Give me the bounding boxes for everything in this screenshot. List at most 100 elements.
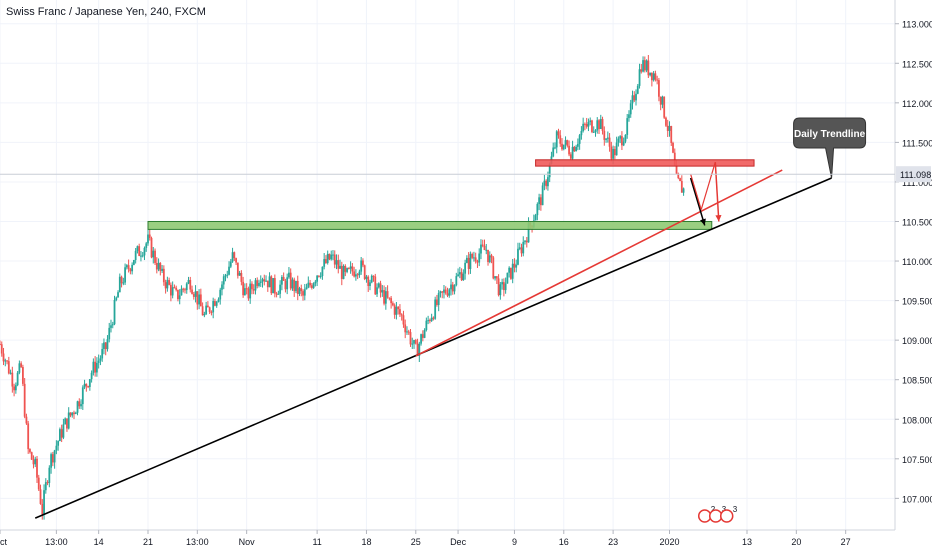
candle-body: [104, 342, 107, 350]
candle-body: [300, 288, 303, 292]
candle-body: [6, 360, 8, 362]
candle-body: [203, 314, 206, 316]
candle-body: [214, 301, 216, 306]
candle-body: [391, 303, 394, 306]
candle-body: [543, 180, 546, 186]
candle-body: [67, 412, 70, 429]
candle-body: [460, 272, 463, 281]
candle-body: [36, 458, 38, 478]
candle-body: [129, 268, 132, 272]
price-tick-label: 108.500: [902, 376, 932, 386]
candle-body: [599, 119, 602, 130]
candle-body: [332, 254, 334, 256]
candle-body: [642, 60, 644, 72]
candles: [0, 55, 685, 520]
candle-body: [635, 93, 637, 101]
candle-body: [46, 482, 49, 484]
trendlines[interactable]: [34, 169, 832, 519]
zones[interactable]: [147, 159, 755, 230]
candle-body: [580, 130, 583, 136]
candle-body: [594, 130, 597, 132]
candle-body: [101, 348, 104, 359]
candle-body: [659, 96, 662, 105]
candle-body: [4, 360, 7, 362]
candle-body: [268, 276, 271, 288]
candle-body: [601, 119, 604, 131]
candle-body: [159, 262, 162, 271]
candle-body: [680, 181, 683, 193]
candle-body: [471, 253, 474, 258]
candle-body: [628, 114, 630, 119]
candle-body: [199, 294, 202, 307]
event-marker: [719, 509, 734, 523]
candle-body: [536, 204, 539, 216]
projection-arrows[interactable]: [689, 161, 722, 226]
candle-body: [388, 297, 391, 299]
candle-body: [547, 177, 549, 187]
time-tick-label: 13:00: [186, 537, 209, 547]
candle-body: [62, 424, 65, 438]
projection-arrow: [689, 177, 706, 226]
candle-body: [335, 260, 338, 265]
candle-body: [682, 188, 685, 193]
candle-body: [127, 265, 130, 269]
candle-body: [64, 418, 67, 425]
candle-body: [273, 278, 276, 294]
zigzag-segment: [700, 161, 716, 210]
candle-body: [423, 329, 426, 338]
candle-body: [483, 245, 486, 251]
candle-body: [568, 145, 570, 155]
candle-body: [83, 383, 86, 388]
candle-body: [615, 142, 618, 156]
candle-body: [302, 291, 304, 296]
candle-body: [7, 361, 10, 374]
candle-body: [457, 274, 459, 277]
candle-body: [379, 283, 382, 293]
candle-body: [48, 467, 51, 483]
candle-body: [428, 320, 431, 322]
candle-body: [180, 288, 183, 296]
candle-body: [414, 340, 417, 344]
candle-body: [367, 276, 370, 287]
candle-body: [325, 259, 327, 264]
candle-body: [344, 265, 347, 272]
candle-body: [650, 72, 653, 81]
candle-body: [323, 259, 326, 267]
candle-body: [432, 317, 435, 319]
candle-body: [215, 301, 218, 306]
candle-body: [245, 288, 248, 290]
time-tick-label: 23: [608, 537, 618, 547]
candle-body: [233, 252, 236, 259]
candle-body: [527, 222, 530, 243]
candle-body: [57, 441, 60, 446]
candle-body: [469, 253, 472, 269]
candle-body: [293, 279, 296, 292]
time-axis[interactable]: Oct 13:00 14 21 13:00 Nov 11 18 25 Dec 9 16 23 2020 13…: [0, 529, 932, 550]
candle-body: [481, 244, 484, 246]
event-count: 3: [722, 505, 727, 514]
candle-body: [497, 278, 500, 296]
candle-body: [247, 288, 250, 299]
candle-body: [675, 165, 678, 174]
candle-body: [356, 274, 359, 276]
candle-body: [670, 125, 673, 143]
candle-body: [515, 264, 518, 268]
candle-body: [321, 266, 324, 277]
candle-body: [340, 265, 343, 279]
candle-body: [208, 307, 211, 312]
candle-body: [221, 284, 223, 290]
candle-body: [90, 372, 93, 380]
callout[interactable]: Daily Trendline: [793, 117, 867, 179]
candle-body: [71, 412, 74, 416]
candle-body: [545, 180, 548, 187]
candle-body: [554, 147, 556, 149]
time-tick-label: 25: [411, 537, 421, 547]
candle-body: [312, 283, 315, 288]
event-count: 3: [733, 505, 738, 514]
candle-body: [161, 268, 163, 271]
candle-body: [41, 503, 44, 515]
candle-body: [326, 253, 329, 264]
